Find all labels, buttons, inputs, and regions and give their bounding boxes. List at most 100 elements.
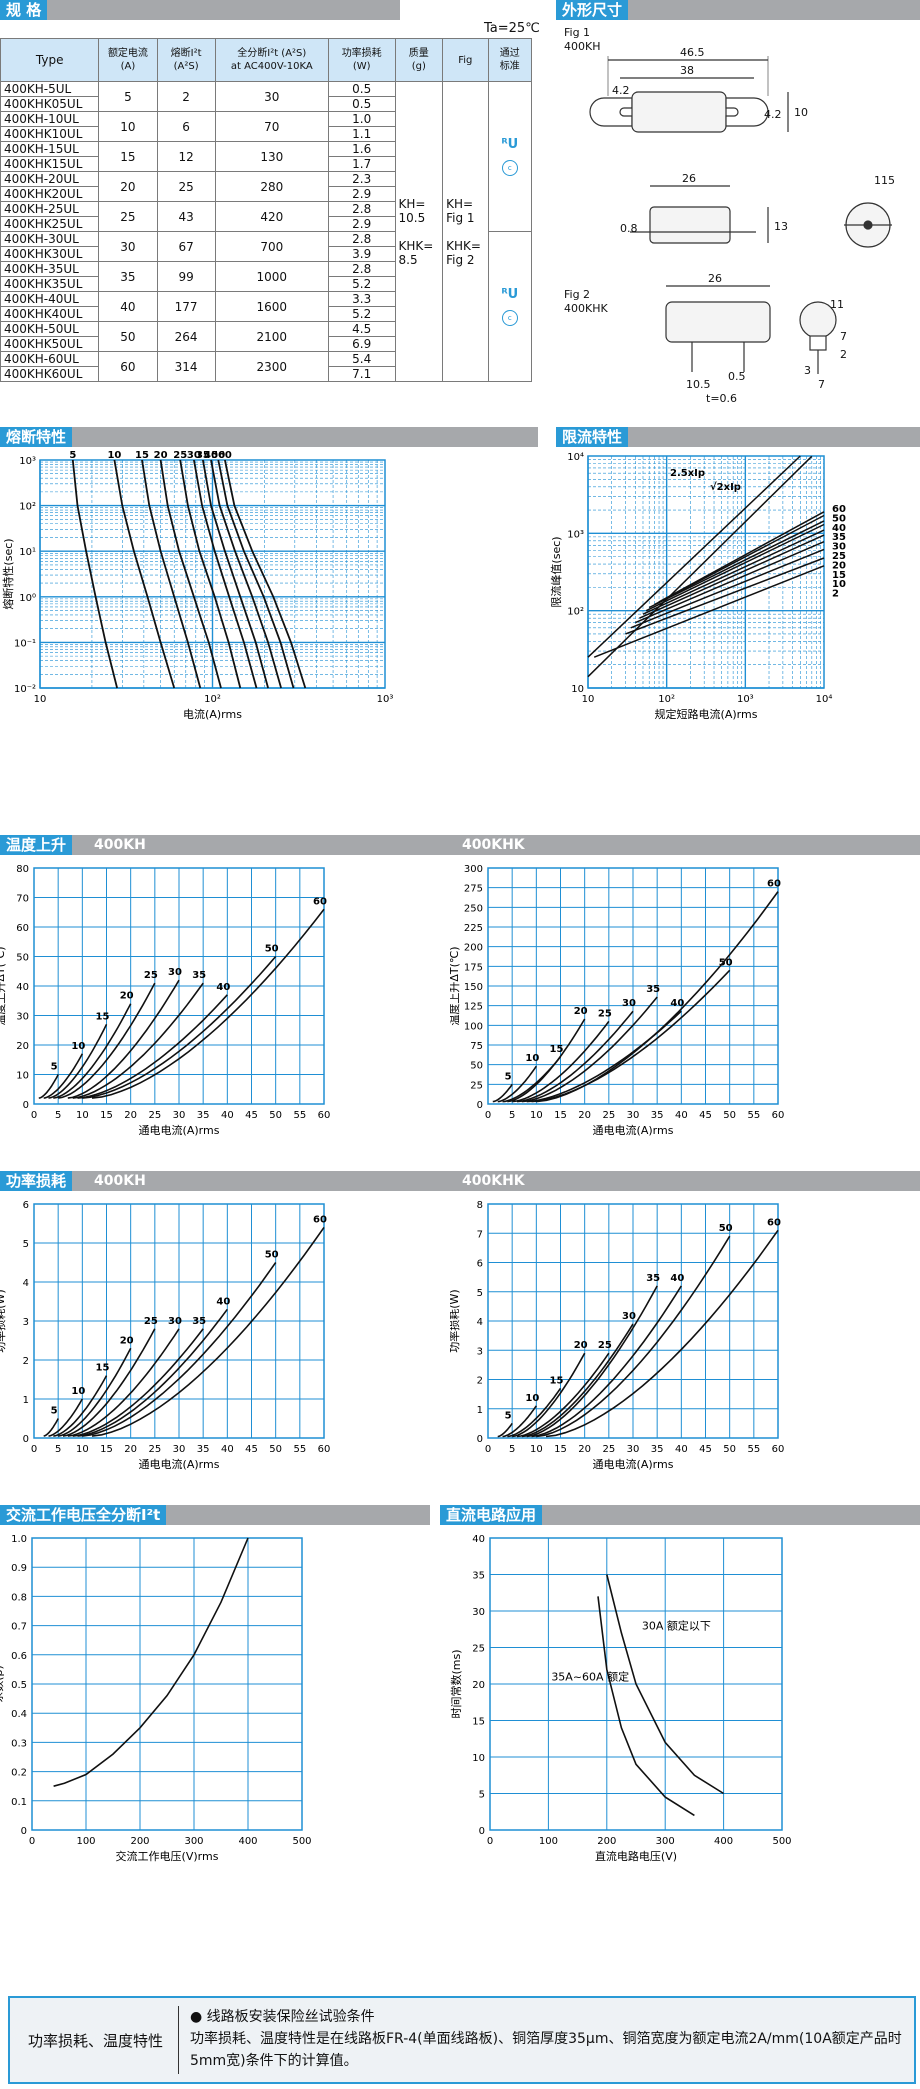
series-line: [536, 891, 779, 1103]
x-tick-label: 0: [485, 1110, 491, 1121]
x-tick-label: 30: [173, 1444, 186, 1455]
type-cell: 400KH-20UL: [0, 171, 100, 187]
series-line: [77, 994, 228, 1099]
limit-curve-label: 2: [832, 589, 839, 600]
y-tick-label: 80: [16, 864, 29, 875]
series-label: 15: [96, 1011, 110, 1022]
x-tick-label: 60: [772, 1110, 785, 1121]
fuse-curve: [217, 459, 295, 689]
ac-chart: 0 100 200 300 400 500 0 0.1 0.2 0.3 0.4 0.5 0.6 0.7 0.…: [0, 1534, 312, 1863]
x-tick-label: 0: [485, 1444, 491, 1455]
y-tick-label: 4: [477, 1317, 483, 1328]
y-tick-label: 5: [477, 1288, 483, 1299]
y-tick-label: 10²: [19, 502, 36, 513]
fig-cell: KH= Fig 1 KHK= Fig 2: [442, 81, 489, 382]
y-tick-label: 0.8: [11, 1592, 27, 1603]
y-tick-label: 7: [477, 1229, 483, 1240]
limit-curve-label: 25: [832, 551, 846, 562]
limit-curve: [635, 541, 825, 624]
x-tick-label: 15: [554, 1110, 567, 1121]
x-tick-label: 20: [124, 1444, 137, 1455]
dim-10: 10: [794, 106, 808, 119]
fig1-right-terminal: [725, 97, 769, 127]
series-line: [536, 1235, 731, 1438]
dc-section-bar: 直流电路应用: [440, 1505, 920, 1525]
series-line: [82, 1262, 277, 1437]
series-label: 50: [719, 957, 733, 968]
limit-curve: [587, 455, 813, 678]
series-label: 30: [168, 1316, 182, 1327]
series-line: [521, 996, 658, 1103]
fig2-label-1: Fig 2: [564, 288, 590, 301]
fuse-curve-label: 5: [69, 450, 76, 461]
x-axis-label: 通电电流(A)rms: [593, 1123, 674, 1137]
series-label: 25: [598, 1340, 612, 1351]
y-tick-label: 25: [472, 1644, 485, 1655]
power-cell: 2.8: [327, 201, 396, 217]
power-cell: 0.5: [327, 81, 396, 97]
spec-row: 400KH-25UL 25 43 420 2.8: [0, 201, 532, 232]
temp-section-title: 温度上升: [0, 835, 73, 855]
total-cell: 70: [214, 111, 329, 142]
y-tick-label: 300: [464, 864, 483, 875]
y-tick-label: 225: [464, 923, 483, 934]
cul-mark-icon: c: [501, 309, 518, 326]
x-tick-label: 45: [245, 1110, 258, 1121]
y-tick-label: 175: [464, 962, 483, 973]
power-cell: 2.9: [327, 186, 396, 202]
x-tick-label: 55: [747, 1110, 760, 1121]
spec-row: 400KH-35UL 35 99 1000 2.8: [0, 261, 532, 292]
y-tick-label: 0: [477, 1100, 483, 1111]
x-tick-label: 10: [76, 1110, 89, 1121]
series-label: 25: [598, 1008, 612, 1019]
cert-cell: ᴿU c: [487, 231, 533, 382]
total-cell: 2300: [214, 351, 329, 382]
dim-115: 115: [874, 174, 895, 187]
y-tick-label: 10⁻¹: [14, 638, 36, 649]
y-tick-label: 20: [472, 1680, 485, 1691]
type-cell: 400KH-60UL: [0, 351, 100, 367]
x-tick-label: 25: [148, 1110, 161, 1121]
x-axis-label: 通电电流(A)rms: [593, 1457, 674, 1471]
power-cell: 2.3: [327, 171, 396, 187]
type-cell: 400KHK50UL: [0, 336, 100, 352]
series-line: [67, 1328, 180, 1437]
test-condition-box: 功率损耗、温度特性 ● 线路板安装保险丝试验条件 功率损耗、温度特性是在线路板F…: [8, 1996, 916, 2084]
dim-7a: 7: [840, 330, 847, 343]
fig2-label-2: 400KHK: [564, 302, 608, 315]
y-tick-label: 0.9: [11, 1563, 27, 1574]
total-cell: 700: [214, 231, 329, 262]
dims-section-bar: 外形尺寸: [556, 0, 920, 20]
series-line: [507, 1018, 586, 1103]
x-tick-label: 10⁴: [816, 694, 833, 705]
dim-0-8: 0.8: [620, 222, 638, 235]
series-line: [512, 1352, 586, 1438]
rated-cell: 5: [98, 81, 158, 112]
series-label: 30: [622, 1311, 636, 1322]
y-tick-label: 50: [470, 1061, 483, 1072]
y-tick-label: 0.2: [11, 1768, 27, 1779]
y-axis-label: 熔断特性(sec): [1, 538, 15, 609]
fig1-label-2: 400KH: [564, 40, 600, 53]
series-line: [606, 1574, 725, 1795]
series-line: [545, 1229, 779, 1438]
hdr-melt-l1: 熔断I²t: [170, 48, 202, 59]
rated-cell: 35: [98, 261, 158, 292]
x-tick-label: 10: [530, 1444, 543, 1455]
x-tick-label: 35: [197, 1444, 210, 1455]
fuse-curve-label: 10: [107, 450, 121, 461]
y-tick-label: 10: [16, 1071, 29, 1082]
fig-text: KH=: [446, 196, 474, 211]
series-line: [516, 1352, 610, 1438]
series-label: 60: [313, 896, 327, 907]
fuse-curve: [159, 459, 222, 689]
test-condition-text: 功率损耗、温度特性是在线路板FR-4(单面线路板)、铜箔厚度35μm、铜箔宽度为…: [190, 2031, 902, 2069]
rated-cell: 10: [98, 111, 158, 142]
x-tick-label: 5: [55, 1444, 61, 1455]
y-tick-label: 100: [464, 1021, 483, 1032]
series-label: 10: [525, 1393, 539, 1404]
type-cell: 400KH-30UL: [0, 231, 100, 247]
x-tick-label: 45: [245, 1444, 258, 1455]
mass-text: KH=: [398, 196, 426, 211]
type-cell: 400KHK35UL: [0, 276, 100, 292]
